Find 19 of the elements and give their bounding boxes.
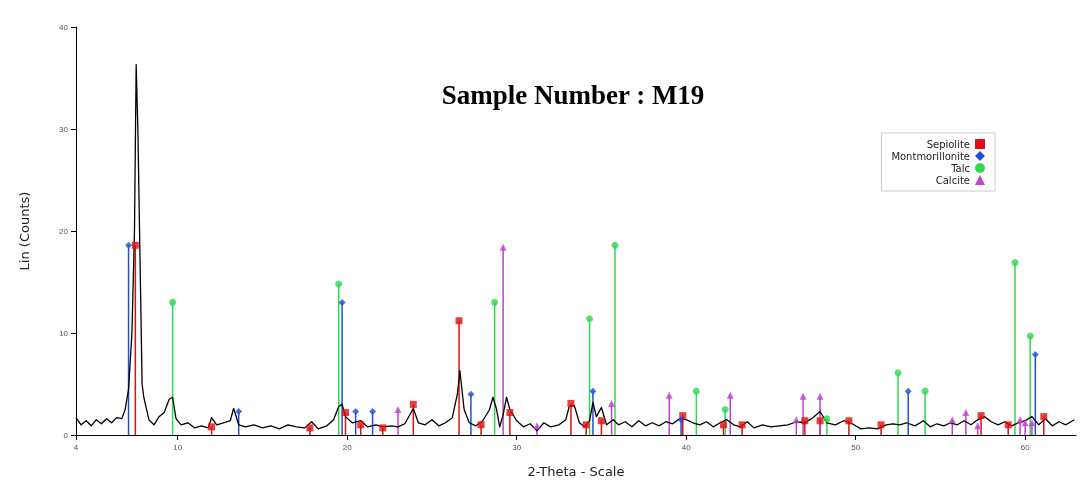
y-tick-label: 0 bbox=[63, 430, 69, 440]
x-tick-label: 40 bbox=[681, 442, 692, 452]
x-tick-label: 10 bbox=[173, 442, 183, 452]
x-tick-label: 50 bbox=[851, 442, 861, 452]
y-axis-title: Lin (Counts) bbox=[17, 191, 32, 271]
x-axis-title: 2-Theta - Scale bbox=[527, 464, 625, 479]
text: Sample Number : M19 bbox=[441, 79, 705, 110]
x-tick-label: 4 bbox=[73, 442, 79, 452]
y-tick-label: 40 bbox=[59, 22, 69, 32]
legend-label: Montmorillonite bbox=[891, 150, 970, 162]
y-tick-label: 10 bbox=[59, 328, 69, 338]
legend-label: Sepiolite bbox=[926, 138, 970, 150]
x-tick-label: 30 bbox=[512, 442, 522, 452]
x-tick-label: 20 bbox=[342, 442, 353, 452]
legend-label: Talc bbox=[950, 162, 970, 174]
y-tick-label: 30 bbox=[59, 124, 69, 134]
legend-label: Calcite bbox=[935, 174, 970, 186]
y-tick-label: 20 bbox=[59, 226, 69, 236]
x-tick-label: 60 bbox=[1020, 442, 1031, 452]
